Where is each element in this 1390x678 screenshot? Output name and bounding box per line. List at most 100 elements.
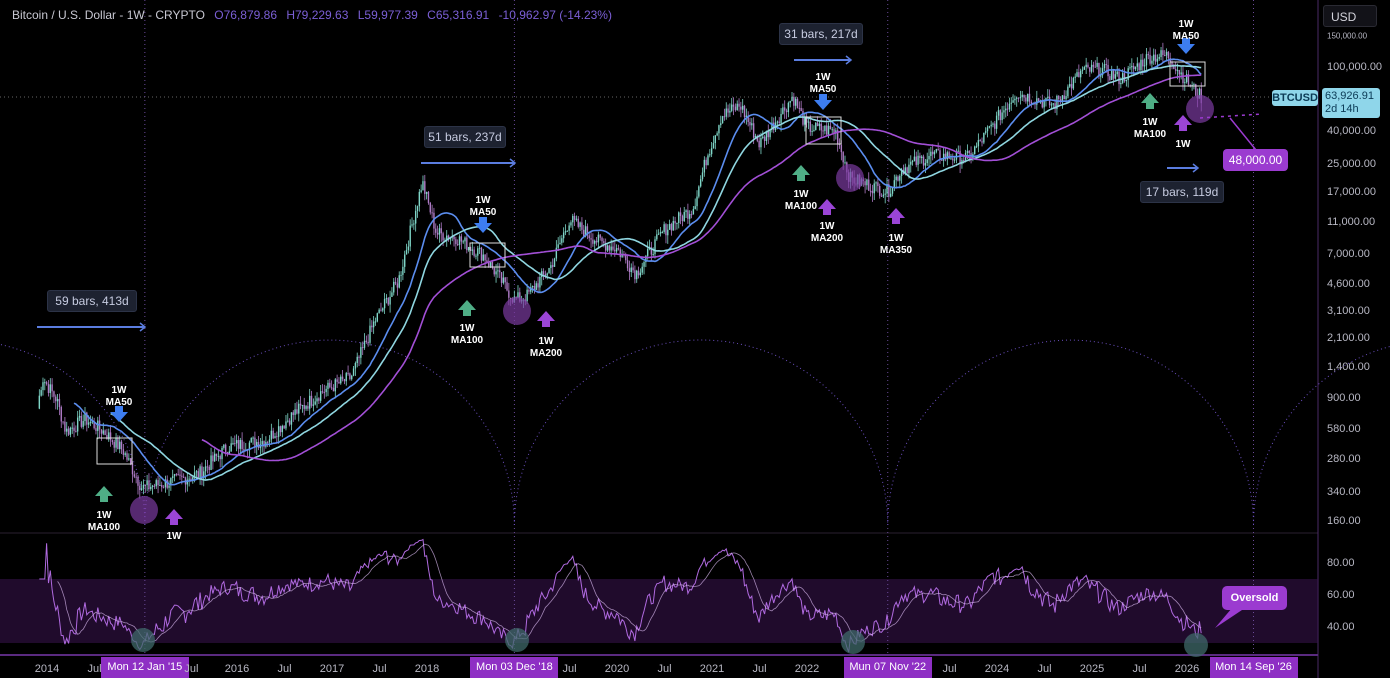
- candle: [957, 150, 959, 152]
- arrow-down-icon: [474, 217, 492, 233]
- candle: [208, 466, 210, 471]
- price-axis-label: 11,000.00: [1327, 216, 1376, 228]
- candle: [144, 485, 146, 487]
- candle: [771, 122, 773, 130]
- candle: [345, 373, 347, 382]
- candle: [414, 210, 417, 224]
- target-pointer: [1229, 117, 1257, 151]
- candle: [42, 382, 44, 391]
- currency-button[interactable]: USD: [1323, 5, 1377, 27]
- candle: [805, 116, 808, 123]
- candle: [87, 422, 90, 425]
- candle: [1145, 54, 1148, 66]
- candle: [67, 428, 70, 435]
- ma50-annotation: 1W MA50: [106, 385, 133, 409]
- candle: [1184, 82, 1186, 84]
- price-axis-label: 340.00: [1327, 486, 1361, 498]
- candle: [835, 130, 837, 133]
- candle: [252, 437, 254, 439]
- price-axis-label: 150,000.00: [1327, 31, 1368, 41]
- candle: [1151, 60, 1153, 64]
- candle: [411, 224, 413, 226]
- candle: [871, 190, 874, 194]
- candle: [371, 325, 373, 328]
- range-arrow-head: [509, 158, 517, 168]
- candle: [391, 292, 393, 297]
- candles: [38, 42, 1202, 499]
- candle: [314, 401, 316, 405]
- annotation-line2: MA100: [784, 201, 818, 212]
- candle: [1132, 65, 1135, 70]
- candle: [352, 368, 355, 376]
- candle: [389, 296, 391, 305]
- candle: [793, 96, 795, 106]
- candle: [374, 321, 377, 323]
- candle: [1140, 59, 1142, 71]
- candle: [692, 209, 695, 215]
- candle: [148, 480, 150, 489]
- arrow-down-icon: [814, 94, 832, 110]
- candle: [818, 123, 821, 127]
- symbol-header: Bitcoin / U.S. Dollar - 1W - CRYPTO O76,…: [12, 8, 618, 22]
- ma100-line: [110, 64, 1202, 481]
- candle: [910, 161, 912, 165]
- annotation-line1: 1W: [1178, 19, 1194, 30]
- candle: [537, 283, 539, 288]
- candle: [539, 277, 541, 288]
- candle: [1087, 64, 1089, 68]
- candle: [915, 156, 917, 165]
- candle: [710, 148, 713, 155]
- candle: [659, 232, 662, 234]
- candle: [224, 444, 227, 452]
- candle: [959, 150, 961, 165]
- candle: [654, 239, 656, 255]
- candle: [826, 125, 828, 135]
- candle: [752, 123, 755, 138]
- candle: [1164, 55, 1166, 57]
- candle: [407, 246, 410, 250]
- candle: [906, 167, 908, 174]
- candle: [829, 125, 832, 130]
- candle: [385, 298, 388, 300]
- candle: [1123, 73, 1126, 82]
- candle: [272, 430, 274, 439]
- candle: [460, 236, 463, 242]
- candle: [1041, 100, 1044, 108]
- candle: [879, 186, 881, 196]
- arrow-up-icon: [1141, 93, 1159, 109]
- candle: [45, 382, 48, 385]
- candle: [413, 223, 415, 225]
- ma200-annotation: 1W MA200: [811, 221, 843, 245]
- candle: [1180, 72, 1182, 75]
- candle: [561, 238, 563, 243]
- arrow-down-icon: [110, 406, 128, 422]
- candle: [1070, 84, 1073, 89]
- candle: [139, 485, 141, 491]
- candle: [632, 267, 634, 271]
- candle: [930, 151, 932, 156]
- candle: [1098, 62, 1100, 77]
- time-axis-highlight-label: Mun 07 Nov '22: [843, 657, 932, 678]
- candle: [1131, 65, 1133, 68]
- range-arrow-head: [845, 55, 853, 65]
- candle: [221, 447, 223, 460]
- candle: [120, 441, 123, 450]
- candle: [266, 442, 269, 444]
- candle: [104, 430, 106, 436]
- candle: [776, 121, 779, 123]
- candle: [893, 180, 896, 188]
- candle: [192, 477, 194, 481]
- candle: [941, 159, 943, 161]
- candle: [212, 455, 214, 462]
- annotation-line2: MA50: [469, 207, 497, 218]
- annotation-line2: MA350: [879, 245, 913, 256]
- candle: [464, 237, 466, 242]
- candle: [168, 485, 170, 488]
- candle: [51, 384, 53, 392]
- candle: [316, 398, 318, 402]
- cycle-arc: [144, 339, 515, 526]
- candle: [889, 193, 892, 197]
- candle: [736, 103, 738, 111]
- candle: [38, 395, 41, 409]
